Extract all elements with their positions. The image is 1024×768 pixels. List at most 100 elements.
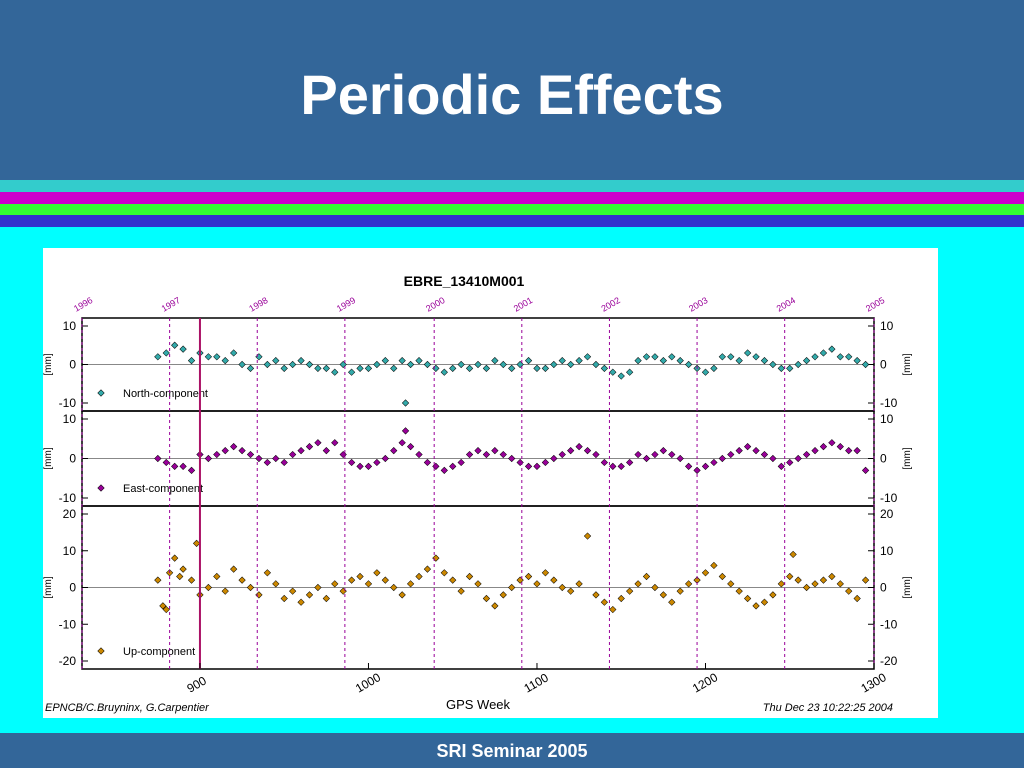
year-label: 1998 — [247, 295, 269, 314]
data-point — [305, 360, 314, 369]
data-point — [179, 462, 187, 471]
y-tick-label: 10 — [63, 319, 77, 333]
data-point — [744, 594, 752, 603]
data-point — [668, 598, 676, 606]
data-point — [752, 602, 760, 610]
data-point — [836, 353, 844, 361]
data-point — [415, 357, 423, 365]
data-point — [828, 572, 836, 581]
data-point — [600, 364, 608, 372]
data-point — [508, 364, 516, 372]
data-point — [356, 572, 364, 581]
data-point — [204, 583, 212, 592]
data-point — [609, 462, 617, 471]
data-point — [482, 594, 491, 603]
data-point — [398, 439, 406, 447]
data-point — [861, 360, 870, 369]
legend-marker — [97, 389, 105, 397]
data-point — [246, 450, 255, 459]
data-point — [583, 353, 592, 361]
data-point — [592, 360, 600, 369]
legend-marker — [97, 647, 105, 655]
data-point — [356, 462, 364, 471]
data-point — [457, 458, 465, 467]
data-point — [390, 364, 398, 372]
data-point — [710, 561, 718, 570]
data-point — [474, 580, 482, 588]
data-point — [179, 345, 187, 353]
data-point — [659, 446, 667, 455]
year-label: 2005 — [864, 295, 886, 314]
data-point — [238, 446, 246, 455]
data-point — [567, 587, 575, 595]
stripe-cyan — [0, 180, 1024, 192]
data-point — [819, 443, 828, 451]
data-point — [819, 576, 828, 584]
data-point — [617, 372, 625, 380]
data-point — [348, 458, 356, 467]
x-tick-label: 1000 — [353, 670, 383, 696]
data-point — [297, 598, 305, 606]
legend-label: East-component — [123, 483, 203, 495]
data-point — [760, 357, 769, 365]
data-point — [802, 357, 811, 365]
data-point — [474, 446, 482, 455]
data-point — [373, 569, 381, 577]
data-point — [617, 462, 625, 471]
data-point — [230, 565, 238, 573]
data-point — [845, 587, 853, 595]
data-point — [406, 443, 415, 451]
data-point — [600, 598, 608, 606]
data-point — [575, 443, 583, 451]
data-point — [364, 580, 373, 588]
data-point — [289, 450, 297, 459]
data-point — [331, 368, 339, 376]
chart-title: EBRE_13410M001 — [404, 273, 525, 289]
y-tick-label: 0 — [69, 452, 76, 466]
data-point — [744, 349, 752, 357]
data-point — [819, 349, 828, 357]
data-point — [297, 357, 305, 365]
data-point — [685, 360, 693, 369]
data-point — [735, 587, 743, 595]
time-series-chart: EBRE_13410M001 GPS Week EPNCB/C.Bruyninx… — [43, 273, 913, 714]
data-point — [642, 353, 651, 361]
data-point — [246, 364, 255, 372]
data-point — [331, 439, 339, 447]
data-point — [289, 587, 297, 595]
data-point — [398, 357, 406, 365]
y-tick-label: -10 — [880, 491, 898, 505]
data-point — [339, 587, 347, 595]
data-point — [533, 580, 541, 588]
data-point — [263, 569, 271, 577]
data-point — [592, 450, 600, 459]
data-point — [853, 446, 861, 455]
data-point — [575, 357, 583, 365]
data-point — [348, 368, 356, 376]
data-point — [592, 591, 600, 599]
legend-marker — [97, 484, 105, 492]
x-axis-label: GPS Week — [446, 697, 511, 712]
data-point — [845, 353, 853, 361]
data-point — [727, 450, 735, 459]
data-point — [415, 450, 423, 459]
data-point — [322, 364, 330, 372]
data-point — [508, 454, 516, 463]
y-tick-label: 10 — [880, 319, 894, 333]
data-point — [221, 357, 229, 365]
year-label: 2002 — [599, 295, 621, 314]
data-point — [499, 360, 507, 369]
data-point — [263, 360, 271, 369]
data-point — [238, 360, 246, 369]
footer-text: SRI Seminar 2005 — [436, 741, 588, 761]
data-point — [583, 532, 592, 540]
y-tick-label: -10 — [59, 396, 77, 410]
x-tick-label: 1300 — [859, 670, 889, 696]
data-point — [238, 576, 246, 584]
data-point — [727, 580, 735, 588]
data-point — [373, 458, 381, 467]
y-tick-label: 0 — [880, 452, 887, 466]
chart-timestamp: Thu Dec 23 10:22:25 2004 — [763, 702, 893, 714]
data-point — [339, 360, 347, 369]
data-point — [187, 466, 196, 474]
